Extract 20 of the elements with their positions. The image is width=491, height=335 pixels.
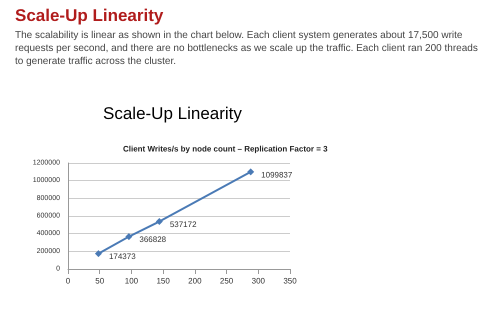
x-tick-label: 50 xyxy=(95,276,105,286)
data-label: 537172 xyxy=(170,220,198,230)
x-tick-label: 350 xyxy=(283,276,298,286)
chart-title: Scale-Up Linearity xyxy=(15,6,164,25)
x-tick-label: 100 xyxy=(124,276,139,286)
x-tick-label: 150 xyxy=(156,276,170,286)
data-label: 1099837 xyxy=(261,170,293,180)
data-label: 366828 xyxy=(139,235,167,244)
x-tick-label: 250 xyxy=(220,276,234,286)
point xyxy=(94,250,102,258)
data-label: 174373 xyxy=(108,252,136,262)
x-tick-label: 300 xyxy=(252,276,266,286)
x-tick-label: 200 xyxy=(188,276,202,286)
point xyxy=(125,233,132,240)
chart-subtitle: The scalability is linear as shown in the chart below. Each client system generates about 17,500 write requests per second, and there are no bottlenecks as we scale up the traffic. Each client ran 200 threads to generate traffic across the cluster. xyxy=(15,30,481,67)
point xyxy=(247,168,254,176)
text: Scale-Up Linearity xyxy=(103,104,242,123)
text: Client Writes/s by node count – Replication Factor = 3 xyxy=(123,144,328,154)
x-tick-label: 0 xyxy=(66,276,71,286)
point xyxy=(156,218,163,226)
